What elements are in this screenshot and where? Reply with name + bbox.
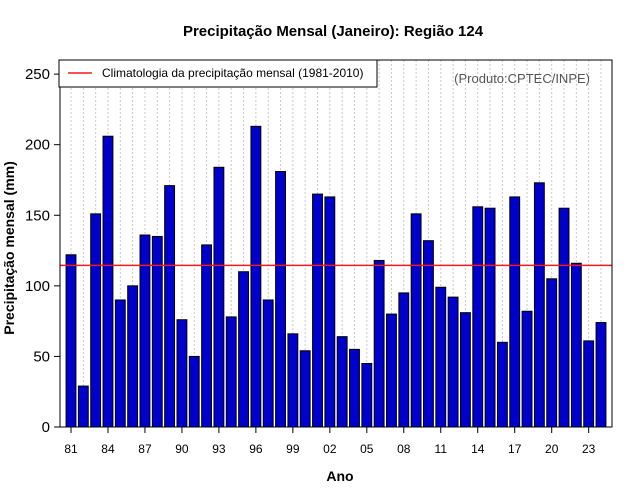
y-tick-label: 250 [25, 66, 50, 83]
bar-09 [410, 213, 422, 428]
bar-99 [287, 333, 299, 428]
x-tick-label: 11 [435, 442, 448, 456]
bar-96 [250, 125, 262, 428]
x-tick-label: 93 [212, 442, 226, 456]
bar-83 [90, 213, 102, 428]
bar-84 [102, 135, 114, 428]
grid-lines [70, 60, 602, 427]
x-tick-label: 08 [397, 442, 411, 456]
bar-14 [472, 206, 484, 428]
y-tick-label: 150 [25, 207, 50, 224]
y-tick-label: 100 [25, 278, 50, 295]
x-tick-label: 90 [175, 442, 189, 456]
x-tick-label: 81 [64, 442, 78, 456]
bar-15 [484, 207, 496, 428]
bar-16 [496, 341, 508, 428]
legend: Climatologia da precipitação mensal (198… [58, 59, 378, 88]
bar-07 [386, 313, 397, 428]
bar-87 [139, 234, 151, 428]
bar-18 [521, 310, 533, 428]
bar-05 [361, 362, 373, 428]
bar-82 [77, 385, 89, 428]
chart-title: Precipitação Mensal (Janeiro): Região 12… [183, 23, 484, 40]
bar-23 [583, 340, 595, 428]
bar-02 [324, 196, 336, 428]
bar-95 [238, 271, 249, 428]
x-tick-label: 05 [360, 442, 374, 456]
bar-94 [225, 316, 237, 428]
x-tick-label: 14 [471, 442, 485, 456]
bar-22 [570, 262, 582, 428]
bar-21 [558, 207, 570, 428]
bar-19 [533, 182, 545, 428]
y-axis: 0 50 100 150 200 250 [25, 66, 60, 436]
bar-03 [336, 336, 348, 428]
bar-17 [509, 196, 521, 428]
x-tick-label: 02 [323, 442, 337, 456]
y-tick-label: 50 [33, 348, 50, 365]
x-axis: 81 84 87 90 93 96 99 02 05 08 11 14 17 20 23 [64, 427, 596, 456]
x-tick-label: 87 [138, 442, 152, 456]
bar-12 [447, 296, 459, 428]
x-tick-label: 99 [286, 442, 300, 456]
legend-box [58, 59, 378, 88]
bar-04 [349, 348, 360, 428]
bar-11 [435, 286, 447, 428]
bar-01 [312, 193, 323, 428]
y-tick-label: 0 [42, 419, 50, 436]
bar-06 [373, 259, 385, 428]
bar-10 [423, 240, 434, 428]
y-axis-title: Precipitação mensal (mm) [1, 161, 17, 335]
legend-label: Climatologia da precipitação mensal (198… [102, 66, 363, 80]
bar-81 [65, 254, 77, 428]
bar-90 [176, 319, 188, 428]
x-tick-label: 23 [582, 442, 596, 456]
x-axis-title: Ano [326, 468, 353, 484]
bar-93 [213, 166, 225, 428]
bar-85 [114, 299, 126, 428]
x-tick-label: 17 [508, 442, 522, 456]
bar-24 [595, 322, 607, 428]
bar-20 [546, 278, 558, 428]
bar-91 [188, 355, 200, 428]
bar-86 [127, 285, 139, 428]
bar-89 [164, 185, 176, 428]
bars [65, 125, 607, 428]
x-tick-label: 96 [249, 442, 263, 456]
bar-00 [299, 350, 311, 428]
bar-98 [275, 171, 286, 428]
credit-label: (Produto:CPTEC/INPE) [454, 71, 590, 86]
bar-08 [398, 292, 410, 428]
bar-92 [201, 244, 213, 428]
x-tick-label: 20 [545, 442, 559, 456]
x-tick-label: 84 [101, 442, 115, 456]
y-tick-label: 200 [25, 137, 50, 154]
bar-97 [262, 299, 274, 428]
bar-13 [459, 312, 471, 428]
